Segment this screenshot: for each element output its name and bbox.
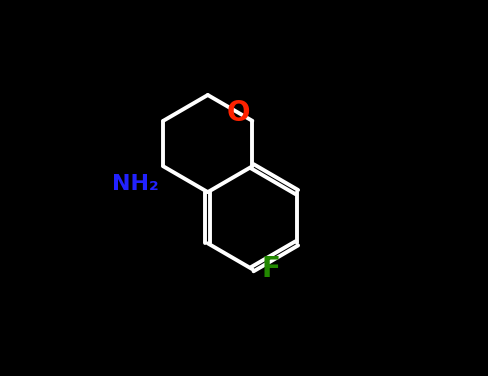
Text: F: F [262,255,281,283]
Text: NH₂: NH₂ [112,174,159,194]
Text: O: O [226,99,250,127]
